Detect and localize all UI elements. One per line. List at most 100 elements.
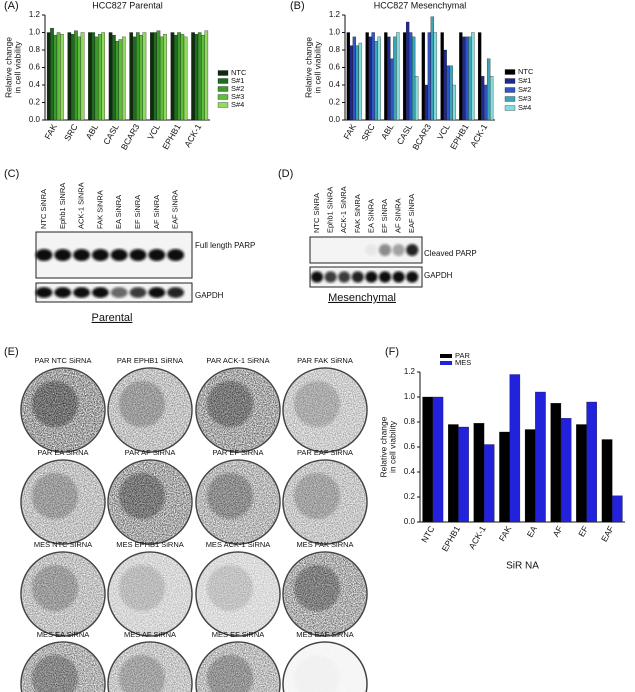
bar (53, 34, 58, 121)
legend-label: MES (455, 358, 471, 367)
x-tick-label: ACK-1 (182, 122, 203, 149)
plate-stain (284, 643, 366, 692)
bar (194, 34, 199, 121)
bar (414, 76, 419, 121)
x-tick-label: VCL (435, 122, 452, 142)
y-tick-label: 0.0 (329, 115, 341, 124)
x-tick-label: BCAR3 (119, 122, 142, 152)
plate-shade (31, 654, 79, 692)
lane-label: NTC SiNRA (39, 189, 48, 229)
bar (91, 32, 96, 121)
bar (112, 34, 116, 121)
y-tick-label: 0.2 (329, 98, 341, 107)
bar (156, 30, 161, 121)
bar (67, 32, 72, 121)
lane-label: EA SiNRA (114, 195, 123, 229)
bar (153, 32, 157, 121)
plate-shade (206, 472, 254, 520)
plate-label: PAR EA SiRNA (37, 448, 88, 457)
lane-label: ACK-1 SiNRA (339, 186, 348, 233)
plate-label: PAR EF SiRNA (212, 448, 263, 457)
plate-shade (293, 564, 341, 612)
x-tick-label: EPHB1 (160, 122, 183, 151)
bar (459, 32, 463, 121)
bar (408, 32, 413, 121)
bar (486, 58, 491, 121)
legend-swatch (217, 102, 229, 108)
x-tick-label: BCAR3 (410, 122, 433, 152)
plate-label: MES NTC SiRNA (34, 540, 92, 549)
bar (121, 36, 126, 121)
y-axis-label: in cell viability (12, 41, 22, 94)
legend-swatch (504, 69, 516, 75)
bar (183, 36, 188, 121)
bar (471, 32, 475, 121)
lane-label: NTC SiNRA (312, 193, 321, 233)
bar (201, 34, 205, 121)
lane-label: EA SiNRA (366, 199, 375, 233)
band-label: GAPDH (195, 291, 224, 300)
blot-band (406, 271, 419, 283)
x-tick-label: ACK-1 (467, 524, 488, 551)
blot-band (365, 271, 378, 283)
y-tick-label: 0.8 (329, 45, 341, 54)
bar (405, 21, 410, 121)
bar (550, 403, 562, 523)
bar (483, 444, 495, 523)
blot-band (73, 287, 91, 298)
legend-swatch (504, 105, 516, 111)
bar (422, 396, 433, 523)
lane-label: FAK SiNRA (95, 190, 104, 229)
bar (458, 426, 469, 523)
y-tick-label: 1.0 (29, 28, 41, 37)
bar (163, 34, 167, 121)
legend-swatch (440, 354, 452, 358)
legend-label: S#1 (231, 76, 244, 85)
bar (509, 374, 521, 523)
plate-label: MES EAF SiRNA (296, 630, 354, 639)
bar (191, 32, 195, 121)
chart-title: HCC827 Mesenchymal (374, 0, 467, 10)
panel-label: (C) (4, 168, 19, 180)
blot-band (54, 249, 72, 261)
blot-band (35, 249, 53, 261)
bar (358, 42, 363, 121)
bar (108, 32, 113, 121)
bar (204, 30, 209, 121)
blot-band (110, 249, 128, 261)
blot-caption: Parental (92, 312, 133, 324)
legend-label: S#3 (231, 92, 244, 101)
bar (433, 32, 438, 121)
plate-shade (31, 564, 79, 612)
bar (477, 32, 482, 121)
plate-shade (118, 654, 166, 692)
y-tick-label: 1.2 (29, 10, 41, 19)
bar (365, 32, 369, 121)
bar (612, 495, 623, 523)
x-tick-label: CASL (101, 122, 121, 146)
legend-label: S#4 (231, 100, 244, 109)
legend-label: NTC (231, 68, 247, 77)
y-axis-label: Relative change (378, 416, 388, 477)
legend-swatch (217, 70, 229, 76)
x-tick-label: FAK (341, 122, 358, 141)
legend-swatch (217, 86, 229, 92)
legend-swatch (504, 78, 516, 84)
bar (56, 32, 61, 121)
bar (352, 36, 357, 121)
blot-band (392, 271, 405, 283)
bar (524, 429, 536, 523)
chart-title: HCC827 Parental (92, 0, 163, 10)
y-axis-label: Relative change (303, 37, 313, 98)
plate-shade (293, 380, 341, 428)
plate-shade (206, 564, 254, 612)
y-tick-label: 0.8 (29, 45, 41, 54)
legend-label: S#2 (518, 85, 531, 94)
bar (60, 34, 64, 121)
blot-band (35, 287, 53, 298)
bar (132, 36, 137, 121)
lane-label: EAF SiNRA (407, 194, 416, 233)
bar (465, 36, 469, 121)
x-tick-label: SRC (359, 122, 377, 143)
bar (452, 84, 456, 121)
